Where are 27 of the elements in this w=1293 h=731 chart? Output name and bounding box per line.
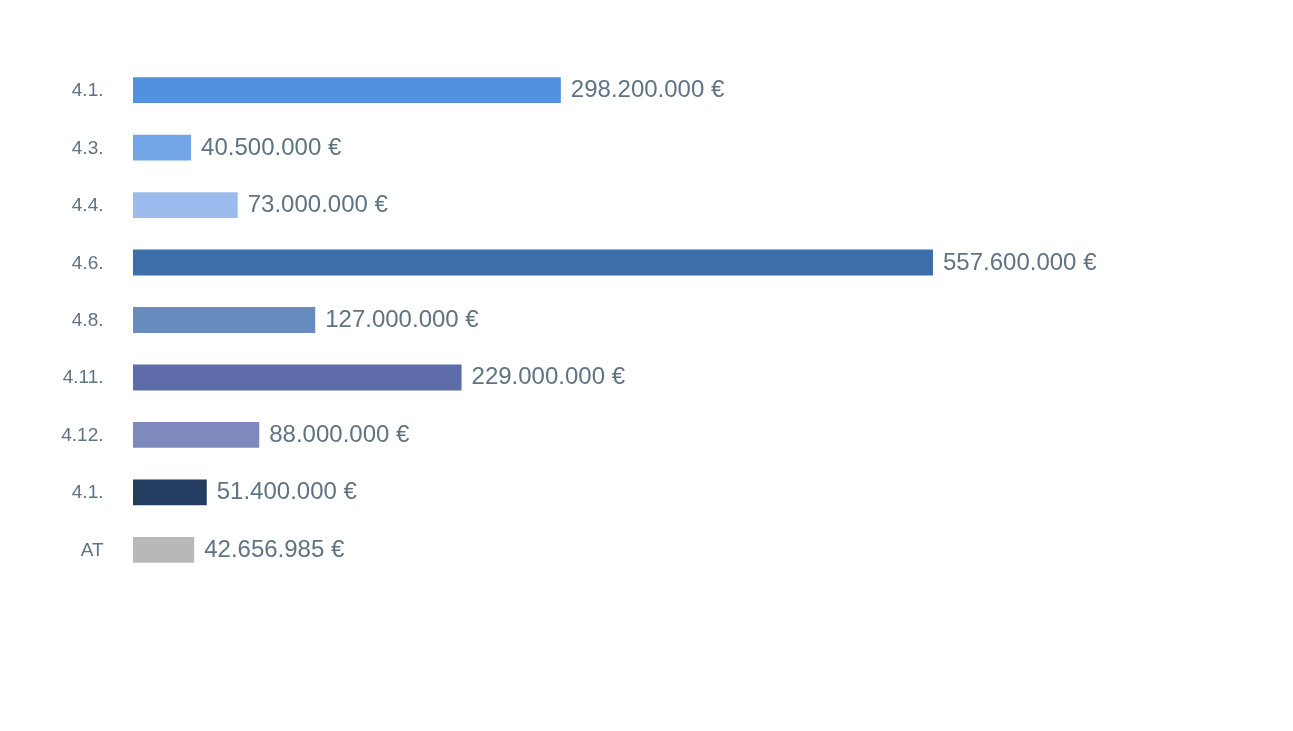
bar (133, 421, 260, 448)
bar (133, 134, 192, 161)
data-label: 42.656.985 € (204, 534, 345, 562)
y-tick-label: 4.3. (71, 136, 104, 158)
bar (133, 536, 195, 563)
data-label: 298.200.000 € (570, 75, 725, 103)
bar (133, 192, 238, 219)
data-label: 88.000.000 € (269, 419, 411, 447)
bar (133, 479, 207, 506)
data-label: 127.000.000 € (325, 305, 480, 332)
data-label: 229.000.000 € (471, 362, 626, 390)
bar (133, 249, 933, 276)
y-tick-label: 4.8. (71, 309, 104, 330)
bar (133, 77, 561, 104)
y-tick-label: 4.11. (62, 366, 104, 388)
y-tick-label: AT (80, 538, 104, 560)
y-tick-label: 4.1. (71, 79, 104, 101)
data-label: 40.500.000 € (201, 132, 342, 160)
y-tick-label: 4.6. (71, 251, 104, 273)
data-label: 557.600.000 € (943, 247, 1098, 275)
y-tick-label: 4.1. (71, 481, 104, 503)
y-tick-label: 4.12. (61, 423, 104, 445)
bar (133, 307, 316, 333)
y-tick-label: 4.4. (71, 194, 104, 216)
bar (133, 364, 462, 391)
data-label: 73.000.000 € (247, 190, 389, 218)
data-label: 51.400.000 € (216, 477, 358, 505)
